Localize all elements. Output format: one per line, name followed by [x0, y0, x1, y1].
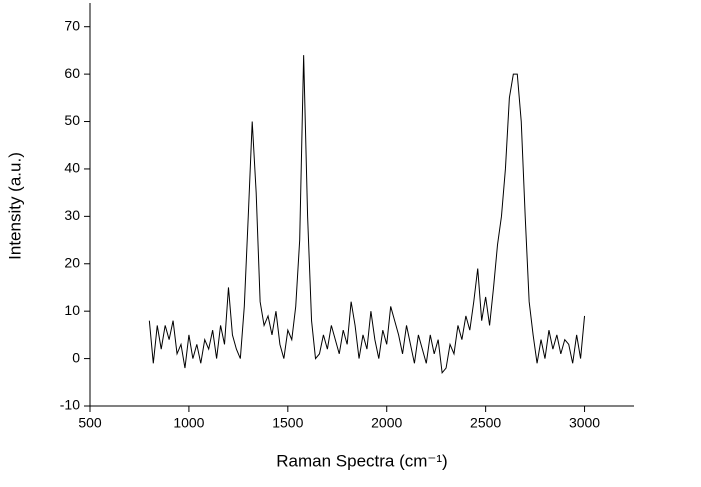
y-tick-label: 30: [64, 207, 80, 223]
x-tick-label: 500: [78, 415, 102, 431]
x-tick-label: 2000: [371, 415, 402, 431]
y-axis-label: Intensity (a.u.): [5, 152, 24, 260]
y-tick-label: 50: [64, 112, 80, 128]
line-series: [148, 55, 586, 375]
x-tick-label: 1000: [173, 415, 204, 431]
y-tick-label: -10: [60, 397, 80, 413]
x-tick-label: 3000: [569, 415, 600, 431]
y-tick-label: 20: [64, 254, 80, 270]
x-axis-label: Raman Spectra (cm⁻¹): [276, 451, 447, 470]
x-tick-label: 1500: [272, 415, 303, 431]
y-tick-label: 10: [64, 302, 80, 318]
x-tick-label: 2500: [470, 415, 501, 431]
y-tick-label: 70: [64, 17, 80, 33]
y-tick-label: 60: [64, 65, 80, 81]
y-tick-label: 40: [64, 160, 80, 176]
y-tick-label: 0: [72, 349, 80, 365]
